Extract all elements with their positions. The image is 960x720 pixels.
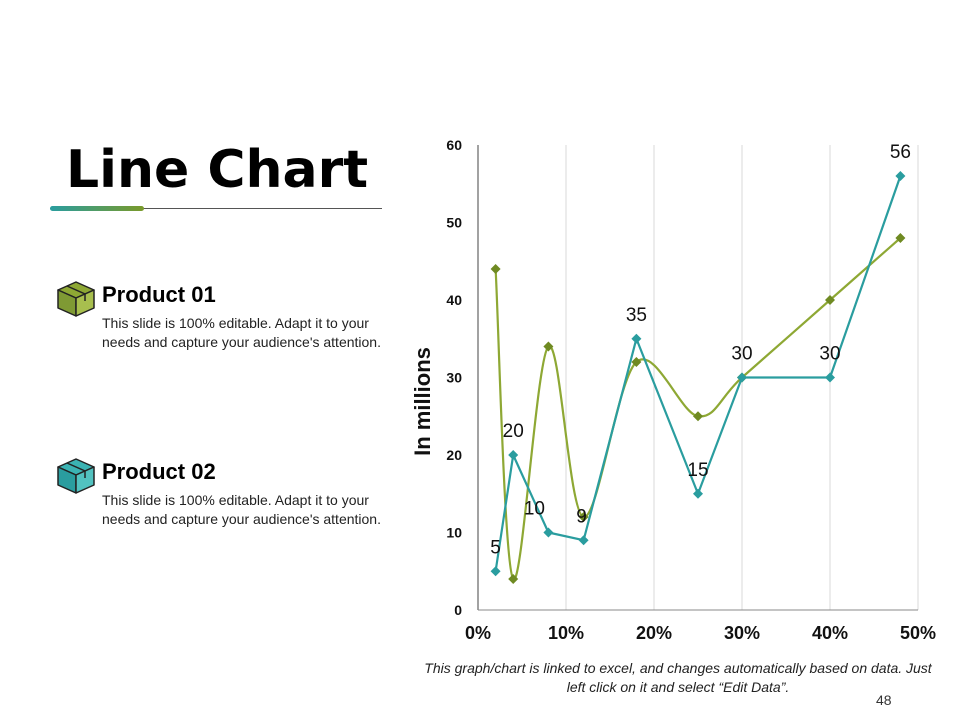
series-2-line [494,237,902,581]
x-tick-label: 50% [900,623,936,643]
series-1-line [494,175,902,572]
data-label: 35 [626,305,647,326]
product-02-description: This slide is 100% editable. Adapt it to… [102,492,381,527]
series-1-point [490,566,501,577]
y-tick-label: 10 [446,525,462,541]
series-2-point [693,411,703,422]
box-icon [57,458,95,494]
y-tick-label: 30 [446,370,462,386]
data-label: 15 [687,460,708,481]
x-tick-label: 40% [812,623,848,643]
x-tick-label: 10% [548,623,584,643]
x-tick-label: 20% [636,623,672,643]
x-tick-label: 0% [465,623,491,643]
page-number: 48 [876,692,892,708]
series-2-point [578,512,589,522]
series-1-point [578,535,589,546]
product-01-name: Product 01 [102,282,216,307]
series-2-point [631,357,642,367]
chart-caption: This graph/chart is linked to excel, and… [424,660,932,695]
data-label: 30 [819,344,840,365]
y-tick-label: 40 [446,292,462,308]
product-01-description: This slide is 100% editable. Adapt it to… [102,315,381,350]
x-tick-label: 30% [724,623,760,643]
series-2-point [825,295,835,305]
series-1-point [693,488,703,499]
series-1-point [508,450,519,460]
data-label: 10 [524,499,545,520]
product-02-name: Product 02 [102,459,216,484]
series-1-point [543,527,554,538]
series-1-point [895,171,906,181]
series-2-point [543,341,554,352]
series-1-point [737,372,747,383]
title-divider [50,208,382,209]
series-2-point [508,574,519,584]
y-tick-label: 50 [446,215,462,231]
y-tick-label: 60 [446,137,462,153]
page-title: Line Chart [66,140,369,200]
data-label: 5 [490,537,501,558]
data-label: 9 [576,506,587,527]
series-1-point [631,333,642,344]
series-2-point [490,264,501,274]
series-1-point [825,372,835,383]
data-label: 20 [503,421,524,442]
data-label: 56 [890,142,911,163]
series-2-point [895,233,906,243]
line-chart: 0 10 20 30 40 50 60 0% 10% 20% 30% 40% 50% In million… [410,137,936,643]
y-axis-label: In millions [410,347,435,456]
box-icon [57,281,95,317]
title-accent-bar [50,206,144,211]
y-tick-label: 20 [446,447,462,463]
data-label: 30 [731,344,752,365]
y-tick-label: 0 [454,602,462,618]
